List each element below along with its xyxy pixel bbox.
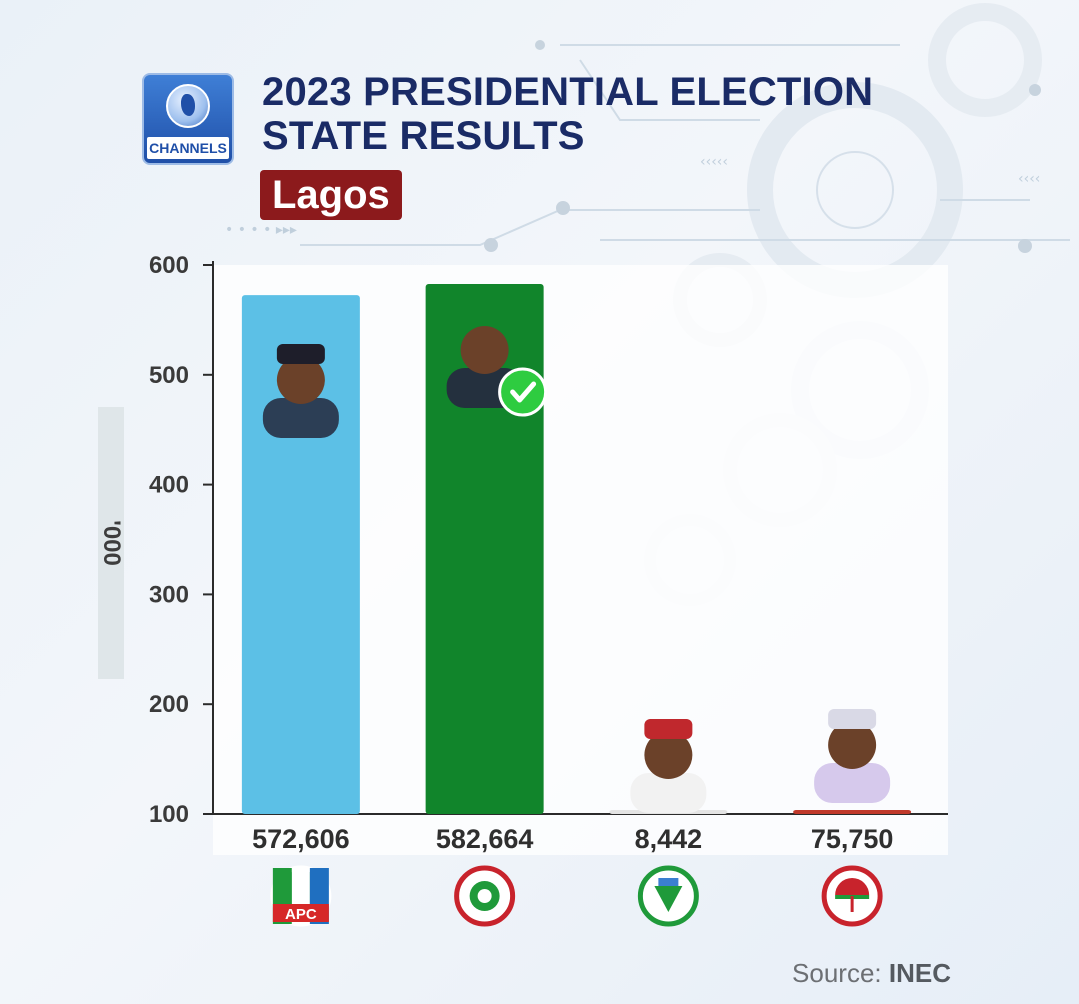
y-tick-label: 200 [149, 691, 189, 718]
nnpp-logo-book [658, 878, 679, 886]
value-label-apc: 572,606 [252, 824, 350, 854]
y-tick-label: 300 [149, 581, 189, 608]
check-mark [510, 381, 537, 403]
candidate-body-pdp [814, 763, 891, 803]
lp-logo-dot [477, 889, 492, 903]
candidate-face-apc [276, 356, 325, 404]
value-label-pdp: 75,750 [811, 824, 894, 854]
value-label-lp: 582,664 [436, 824, 534, 854]
state-badge: Lagos [260, 170, 402, 220]
apc-logo-text: APC [285, 906, 317, 923]
source-note: Source: INEC [792, 958, 951, 989]
y-tick-label: 500 [149, 362, 189, 389]
title-line-2: STATE RESULTS [262, 114, 585, 158]
nnpp-logo-mark [654, 886, 683, 912]
y-tick-label: 400 [149, 472, 189, 499]
candidate-face-nnpp [644, 731, 693, 779]
candidate-cap-nnpp [644, 719, 693, 739]
candidate-body-apc [262, 398, 339, 438]
apc-red-band [272, 904, 329, 922]
candidate-cap-pdp [828, 709, 877, 729]
source-name: INEC [888, 958, 951, 988]
y-tick-label: 600 [149, 252, 189, 279]
candidate-cap-apc [276, 344, 325, 364]
candidate-face-lp [460, 326, 509, 374]
logo-text: CHANNELS [147, 137, 229, 159]
y-tick-label: 100 [149, 801, 189, 828]
unit-bar [98, 407, 124, 679]
page-title: 2023 PRESIDENTIAL ELECTION STATE RESULTS [262, 70, 962, 158]
value-label-nnpp: 8,442 [635, 824, 703, 854]
candidate-body-nnpp [630, 773, 707, 813]
title-line-1: 2023 PRESIDENTIAL ELECTION [262, 70, 874, 114]
pdp-umbrella-icon [835, 878, 870, 895]
bar-pdp [793, 810, 912, 814]
winner-check-icon [498, 367, 548, 417]
channels-logo: CHANNELS [142, 73, 234, 165]
bar-lp [425, 284, 544, 815]
source-prefix: Source: [792, 958, 882, 988]
candidate-face-pdp [828, 721, 877, 769]
africa-globe-icon [166, 84, 210, 128]
